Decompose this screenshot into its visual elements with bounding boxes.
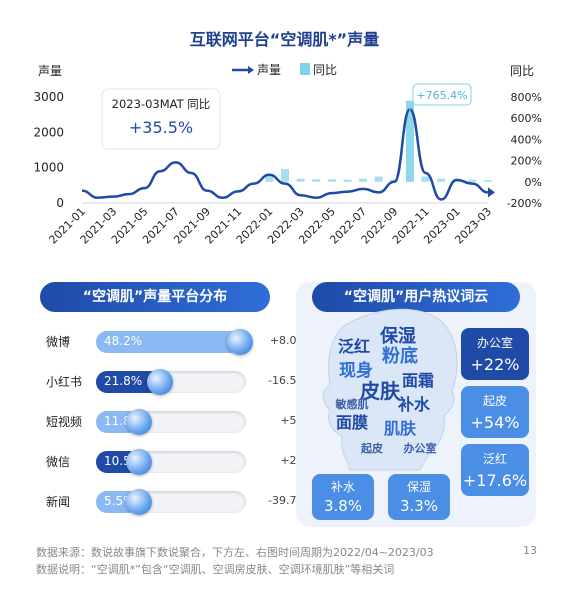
- platform-knob: [126, 489, 152, 515]
- keyword-name: 补水: [330, 480, 355, 494]
- platform-name: 微信: [46, 455, 71, 469]
- footer-source: 数据来源：数说故事旗下数说聚合，下方左、右图时间周期为2022/04~2023/…: [36, 546, 434, 559]
- yoy-bar: [468, 179, 477, 182]
- platform-row: 微博 48.2% +8.06%: [40, 326, 314, 356]
- platform-name: 新闻: [46, 495, 71, 509]
- keyword-value: +54%: [470, 413, 520, 432]
- left-tick-label: 0: [56, 196, 64, 210]
- platform-panel: “空调肌”声量平台分布: [40, 282, 270, 312]
- left-tick-label: 3000: [33, 90, 64, 104]
- annotation-label: +765.4%: [416, 89, 467, 102]
- keyword-value: +22%: [470, 355, 520, 374]
- left-axis-label: 声量: [38, 64, 62, 78]
- volume-line-arrow: [488, 187, 495, 198]
- legend-yoy-label: 同比: [313, 63, 337, 77]
- chart-title: 互联网平台“空调肌*”声量: [189, 30, 380, 49]
- mat-box: [101, 88, 221, 150]
- keyword-box: 保湿 3.3%: [388, 474, 450, 520]
- footer-note: 数据说明：“空调肌*”包含“空调肌、空调房皮肤、空调环境肌肤”等相关词: [36, 563, 395, 576]
- legend-bar-swatch: [300, 63, 310, 75]
- right-tick-label: 600%: [511, 112, 542, 125]
- keyword-box: 补水 3.8%: [312, 474, 374, 520]
- mat-box-value: +35.5%: [129, 118, 193, 137]
- platform-name: 微博: [46, 335, 71, 349]
- platform-panel-title: “空调肌”声量平台分布: [40, 282, 270, 312]
- yoy-bar: [327, 179, 336, 182]
- platform-knob: [126, 409, 152, 435]
- legend-line-arrow: [248, 66, 254, 74]
- left-tick-label: 2000: [33, 125, 64, 139]
- wordcloud-panel-title: “空调肌”用户热议词云: [312, 282, 520, 312]
- keyword-value: 3.8%: [323, 497, 363, 515]
- keyword-box: 办公室 +22%: [461, 328, 529, 380]
- footer: 数据来源：数说故事旗下数说聚合，下方左、右图时间周期为2022/04~2023/…: [36, 544, 434, 578]
- platform-share-fill: [96, 371, 162, 393]
- volume-line: [81, 108, 489, 201]
- platform-row: 小红书 21.8% -16.54%: [40, 366, 314, 396]
- yoy-bar: [437, 178, 446, 182]
- yoy-bar: [405, 100, 414, 182]
- platform-row: 新闻 5.5% -39.77%: [40, 486, 314, 516]
- yoy-bar: [484, 180, 492, 182]
- keyword-box: 起皮 +54%: [461, 386, 529, 438]
- right-tick-label: -200%: [507, 197, 542, 210]
- right-tick-label: 200%: [511, 155, 542, 168]
- keyword-value: +17.6%: [462, 471, 528, 490]
- right-tick-label: 400%: [511, 133, 542, 146]
- platform-name: 短视频: [46, 415, 83, 429]
- keyword-name: 起皮: [482, 394, 507, 408]
- trend-chart: 声量 3000 2000 1000 0 同比 800% 600% 400% 200% 0% -200%…: [33, 63, 542, 247]
- right-axis-label: 同比: [510, 64, 534, 78]
- keyword-box: 泛红 +17.6%: [461, 444, 529, 496]
- yoy-bar: [359, 178, 368, 182]
- annotation-box: [412, 83, 472, 106]
- yoy-bar: [265, 175, 274, 182]
- wordcloud-panel-title-wrap: “空调肌”用户热议词云: [312, 282, 520, 312]
- page-number: 13: [523, 544, 537, 557]
- platform-share-label: 48.2%: [104, 334, 143, 348]
- yoy-bar: [421, 176, 430, 182]
- keyword-name: 泛红: [482, 452, 507, 466]
- platform-knob: [147, 369, 174, 395]
- right-tick-label: 0%: [525, 176, 542, 189]
- platform-share-fill: [96, 331, 241, 353]
- yoy-bar: [374, 176, 383, 182]
- keyword-name: 保湿: [406, 480, 431, 494]
- yoy-bar: [296, 178, 305, 182]
- yoy-bar: [281, 169, 289, 182]
- platform-knob: [126, 449, 152, 475]
- platform-knob: [226, 329, 253, 355]
- platform-share-label: 21.8%: [104, 374, 143, 388]
- keyword-name: 办公室: [476, 336, 513, 350]
- keyword-value: 3.3%: [399, 497, 439, 515]
- mat-box-label: 2023-03MAT 同比: [112, 97, 211, 111]
- yoy-bar: [312, 179, 321, 182]
- platform-name: 小红书: [46, 375, 83, 389]
- left-tick-label: 1000: [33, 161, 64, 175]
- yoy-bar: [343, 179, 352, 182]
- legend-volume-label: 声量: [257, 63, 281, 77]
- right-tick-label: 800%: [511, 91, 542, 104]
